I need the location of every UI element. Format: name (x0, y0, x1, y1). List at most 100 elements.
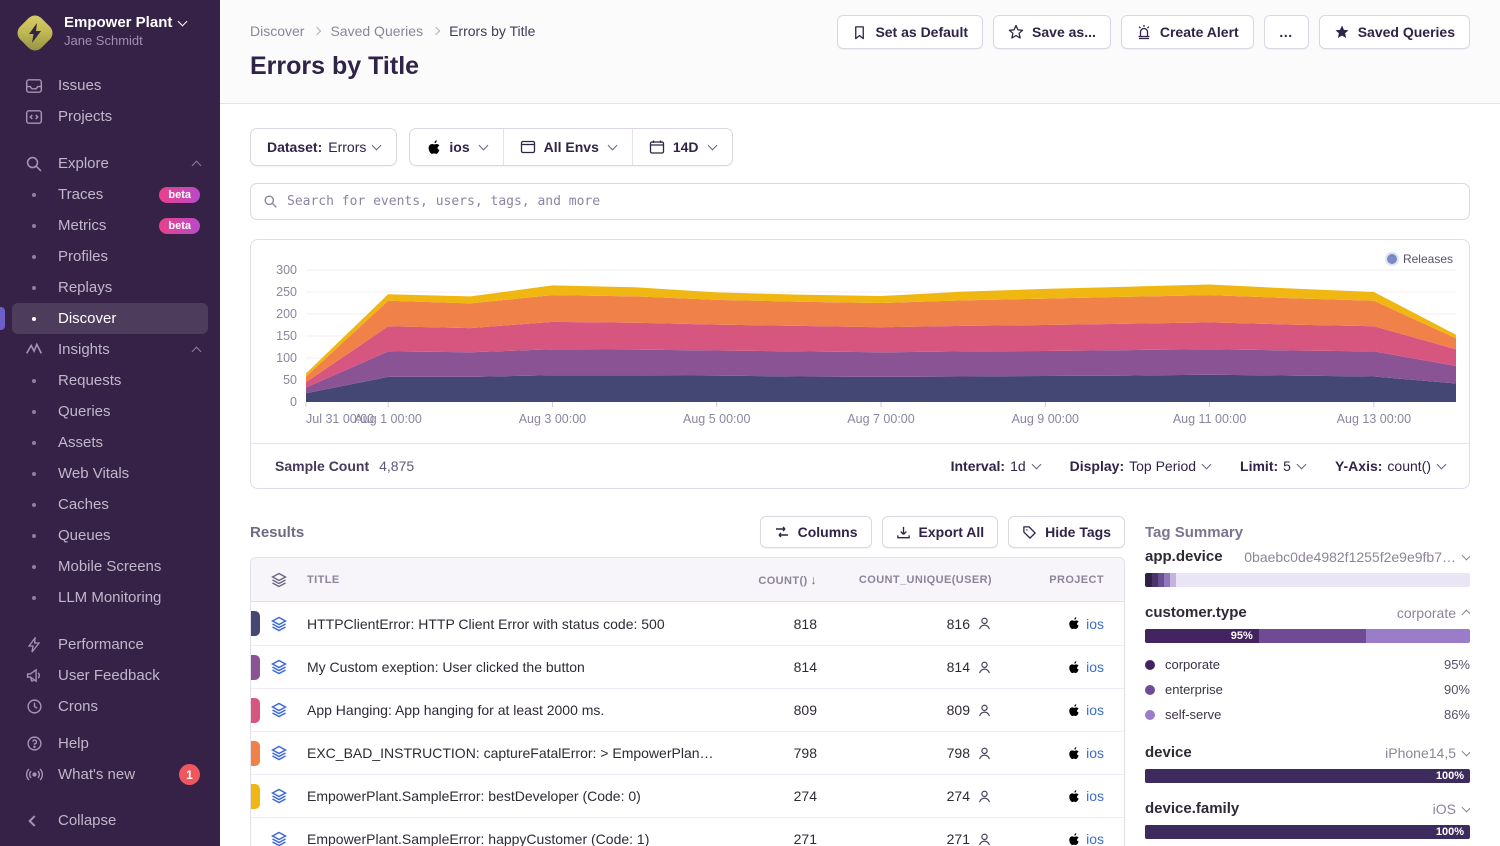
bullet-icon (32, 193, 36, 197)
limit-selector[interactable]: Limit:5 (1240, 458, 1305, 474)
error-title-link[interactable]: EmpowerPlant.SampleError: happyCustomer … (307, 831, 727, 846)
sidebar-item-label: Issues (58, 77, 101, 94)
svg-text:Aug 3 00:00: Aug 3 00:00 (519, 412, 586, 426)
tag-header-customer-type[interactable]: customer.type corporate (1145, 604, 1470, 621)
sidebar-item-crons[interactable]: Crons (12, 691, 208, 722)
col-count[interactable]: COUNT()↓ (727, 573, 817, 587)
sidebar-item-discover[interactable]: Discover (12, 303, 208, 334)
table-row[interactable]: HTTPClientError: HTTP Client Error with … (251, 602, 1124, 645)
col-title[interactable]: TITLE (307, 574, 727, 586)
tag-header-device[interactable]: device iPhone14,5 (1145, 744, 1470, 761)
sidebar-item-mobile-screens[interactable]: Mobile Screens (12, 551, 208, 582)
chevron-down-icon (607, 141, 617, 151)
chevron-down-icon (478, 141, 488, 151)
org-switcher[interactable]: Empower Plant Jane Schmidt (12, 0, 208, 62)
table-row[interactable]: EXC_BAD_INSTRUCTION: captureFatalError: … (251, 731, 1124, 774)
chevron-down-icon (1462, 802, 1470, 812)
sidebar-item-assets[interactable]: Assets (12, 427, 208, 458)
table-row[interactable]: EmpowerPlant.SampleError: bestDeveloper … (251, 774, 1124, 817)
sidebar-section-explore[interactable]: Explore (12, 148, 208, 179)
sidebar-item-caches[interactable]: Caches (12, 489, 208, 520)
environment-filter[interactable]: All Envs (503, 129, 632, 165)
tag-header-device-family[interactable]: device.family iOS (1145, 800, 1470, 817)
sidebar-item-traces[interactable]: Traces beta (12, 179, 208, 210)
page-title: Errors by Title (250, 52, 1470, 81)
sidebar-item-help[interactable]: Help (12, 728, 208, 759)
broadcast-icon (24, 766, 44, 783)
sidebar-item-projects[interactable]: Projects (12, 101, 208, 132)
col-project[interactable]: PROJECT (992, 574, 1124, 586)
sidebar-item-requests[interactable]: Requests (12, 365, 208, 396)
table-row[interactable]: My Custom exeption: User clicked the but… (251, 645, 1124, 688)
search-icon (24, 155, 44, 173)
chevron-right-icon (432, 27, 440, 35)
sidebar-item-metrics[interactable]: Metrics beta (12, 210, 208, 241)
sidebar-item-profiles[interactable]: Profiles (12, 241, 208, 272)
sidebar-item-label: Mobile Screens (58, 558, 161, 575)
unique-users-cell: 809 (817, 702, 992, 718)
error-title-link[interactable]: App Hanging: App hanging for at least 20… (307, 702, 727, 718)
breadcrumb-saved-queries[interactable]: Saved Queries (330, 23, 423, 39)
tag-summary-panel: Tag Summary app.device 0baebc0de4982f125… (1145, 516, 1470, 846)
user-icon (977, 616, 992, 631)
error-title-link[interactable]: EmpowerPlant.SampleError: bestDeveloper … (307, 788, 727, 804)
search-input[interactable] (287, 194, 1457, 209)
more-options-button[interactable]: … (1264, 15, 1309, 49)
yaxis-selector[interactable]: Y-Axis:count() (1335, 458, 1445, 474)
bullet-icon (32, 317, 36, 321)
bullet-icon (32, 224, 36, 228)
sidebar-item-replays[interactable]: Replays (12, 272, 208, 303)
tag-section-customer-type: customer.type corporate 95% corporate (1145, 604, 1470, 727)
table-row[interactable]: EmpowerPlant.SampleError: happyCustomer … (251, 817, 1124, 846)
sidebar-item-queries[interactable]: Queries (12, 396, 208, 427)
svg-text:250: 250 (276, 285, 297, 299)
window-icon (520, 139, 536, 155)
error-title-link[interactable]: My Custom exeption: User clicked the but… (307, 659, 727, 675)
chevron-right-icon (313, 27, 321, 35)
export-all-button[interactable]: Export All (882, 516, 999, 548)
chart-panel: 050100150200250300Jul 31 00:00Aug 1 00:0… (250, 239, 1470, 489)
issues-icon (24, 77, 44, 95)
chart-legend[interactable]: Releases (1387, 252, 1453, 266)
sidebar-item-llm-monitoring[interactable]: LLM Monitoring (12, 582, 208, 613)
project-cell[interactable]: ios (992, 788, 1124, 804)
project-cell[interactable]: ios (992, 831, 1124, 846)
dataset-selector[interactable]: Dataset: Errors (250, 128, 397, 166)
stacked-area-chart[interactable]: 050100150200250300Jul 31 00:00Aug 1 00:0… (251, 240, 1469, 442)
interval-selector[interactable]: Interval:1d (951, 458, 1040, 474)
sidebar-section-label: Insights (58, 341, 110, 358)
breadcrumb-discover[interactable]: Discover (250, 23, 304, 39)
bar-segment-enterprise (1259, 629, 1366, 643)
error-title-link[interactable]: EXC_BAD_INSTRUCTION: captureFatalError: … (307, 745, 727, 761)
project-filter[interactable]: ios (410, 129, 502, 165)
sidebar-section-insights[interactable]: Insights (12, 334, 208, 365)
sidebar-collapse-button[interactable]: Collapse (12, 805, 208, 836)
project-cell[interactable]: ios (992, 616, 1124, 632)
sidebar-item-issues[interactable]: Issues (12, 70, 208, 101)
sidebar-item-whats-new[interactable]: What's new 1 (12, 759, 208, 790)
save-as-button[interactable]: Save as... (993, 15, 1111, 49)
col-count-unique[interactable]: COUNT_UNIQUE(USER) (817, 574, 992, 586)
sidebar-item-web-vitals[interactable]: Web Vitals (12, 458, 208, 489)
hide-tags-button[interactable]: Hide Tags (1008, 516, 1125, 548)
svg-text:Aug 13 00:00: Aug 13 00:00 (1337, 412, 1411, 426)
bullet-icon (32, 379, 36, 383)
bullet-icon (32, 286, 36, 290)
display-selector[interactable]: Display:Top Period (1070, 458, 1210, 474)
apple-icon (1067, 789, 1080, 804)
table-row[interactable]: App Hanging: App hanging for at least 20… (251, 688, 1124, 731)
columns-button[interactable]: Columns (760, 516, 872, 548)
set-as-default-button[interactable]: Set as Default (837, 15, 983, 49)
create-alert-button[interactable]: Create Alert (1121, 15, 1254, 49)
error-title-link[interactable]: HTTPClientError: HTTP Client Error with … (307, 616, 727, 632)
sidebar-item-user-feedback[interactable]: User Feedback (12, 660, 208, 691)
tag-header-app-device[interactable]: app.device 0baebc0de4982f1255f2e9e9fb7… (1145, 548, 1470, 565)
project-cell[interactable]: ios (992, 659, 1124, 675)
date-range-filter[interactable]: 14D (632, 129, 732, 165)
svg-text:50: 50 (283, 373, 297, 387)
saved-queries-button[interactable]: Saved Queries (1319, 15, 1470, 49)
sidebar-item-performance[interactable]: Performance (12, 629, 208, 660)
project-cell[interactable]: ios (992, 702, 1124, 718)
sidebar-item-queues[interactable]: Queues (12, 520, 208, 551)
project-cell[interactable]: ios (992, 745, 1124, 761)
